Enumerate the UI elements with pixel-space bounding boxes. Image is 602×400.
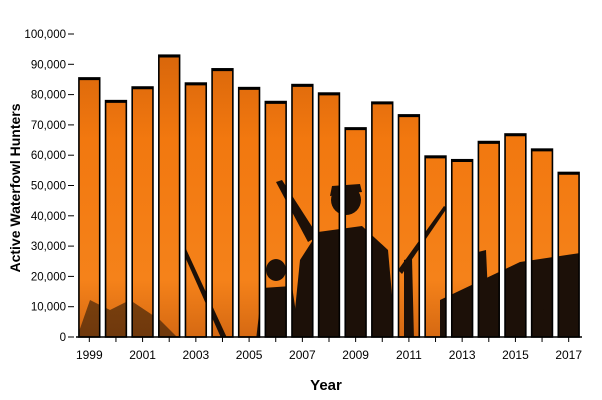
x-tick-label: 2013: [449, 348, 476, 362]
y-tick-label: 0: [60, 332, 66, 344]
x-tick-label: 2007: [289, 348, 316, 362]
y-tick-label: 40,000: [31, 211, 66, 223]
x-axis-label: Year: [310, 377, 342, 394]
y-tick-label: 80,000: [31, 90, 66, 102]
x-tick-label: 2015: [502, 348, 529, 362]
x-axis-ticks: 1999 2001 2003 2005 2007 2009 2011 2013 2015 2017: [76, 337, 582, 362]
y-tick-label: 60,000: [31, 150, 66, 162]
y-axis-label: Active Waterfowl Hunters: [7, 103, 23, 272]
x-tick-label: 2005: [236, 348, 263, 362]
x-tick-label: 2011: [396, 348, 422, 362]
y-tick-label: 30,000: [31, 241, 66, 253]
x-tick-label: 2003: [182, 348, 209, 362]
y-axis-ticks: 0 10,000 20,000 30,000 40,000 50,000 60,000 70,…: [24, 29, 74, 344]
y-tick-label: 10,000: [31, 302, 66, 314]
y-tick-label: 70,000: [31, 120, 66, 132]
x-tick-label: 1999: [76, 348, 103, 362]
x-tick-label: 2009: [342, 348, 369, 362]
y-tick-label: 20,000: [31, 271, 66, 283]
y-tick-label: 100,000: [24, 29, 66, 41]
y-tick-label: 50,000: [31, 181, 66, 193]
x-tick-label: 2017: [555, 348, 582, 362]
y-tick-label: 90,000: [31, 59, 66, 71]
x-tick-label: 2001: [129, 348, 156, 362]
